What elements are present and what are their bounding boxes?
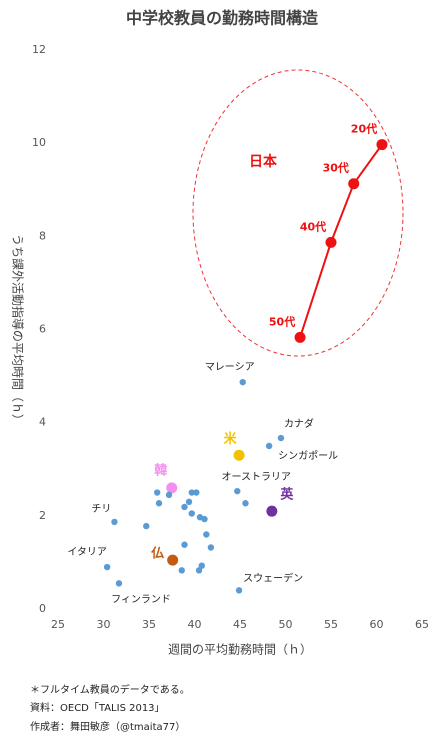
data-point xyxy=(348,178,360,190)
series-label: 米 xyxy=(224,431,238,447)
data-point xyxy=(185,498,193,506)
data-point xyxy=(188,510,195,517)
y-axis-label: うち課外活動指導の平均時間（ｈ） xyxy=(11,234,26,426)
data-point xyxy=(242,500,249,507)
data-point xyxy=(234,487,241,495)
y-tick-label: 8 xyxy=(39,229,46,242)
data-point xyxy=(115,580,123,587)
data-point xyxy=(111,518,118,526)
x-tick-label: 65 xyxy=(415,618,429,631)
data-point xyxy=(203,531,210,538)
data-point xyxy=(325,236,337,248)
data-point xyxy=(165,491,173,499)
x-tick-label: 50 xyxy=(279,618,293,631)
y-tick-label: 2 xyxy=(39,509,46,522)
x-tick-label: 25 xyxy=(51,618,65,631)
y-tick-label: 4 xyxy=(39,416,46,429)
data-point xyxy=(235,587,243,594)
note: 資料：OECD「TALIS 2013」 xyxy=(30,701,165,714)
data-point xyxy=(239,378,246,386)
y-tick-label: 12 xyxy=(32,43,46,56)
point-label: スウェーデン xyxy=(243,571,303,584)
point-label: フィンランド xyxy=(111,593,171,605)
data-point xyxy=(167,554,179,566)
data-point xyxy=(181,541,188,548)
data-point xyxy=(181,503,188,511)
data-point xyxy=(376,139,388,151)
point-label: マレーシア xyxy=(205,362,255,373)
data-point xyxy=(153,489,161,496)
x-tick-label: 30 xyxy=(97,618,111,631)
chart-title: 中学校教員の勤務時間構造 xyxy=(126,9,319,28)
note: 作成者：舞田敏彦（@tmaita77） xyxy=(30,720,185,733)
x-axis-label: 週間の平均勤務時間（ｈ） xyxy=(168,643,312,657)
data-point xyxy=(143,522,150,530)
point-label: 30代 xyxy=(323,161,349,175)
data-point xyxy=(201,515,208,523)
y-tick-label: 6 xyxy=(39,323,46,336)
data-point xyxy=(266,505,278,517)
series-label: 韓 xyxy=(154,462,167,478)
series-label: 仏 xyxy=(151,547,164,562)
data-point xyxy=(207,544,215,551)
point-label: イタリア xyxy=(67,546,107,558)
data-point xyxy=(233,449,245,461)
x-tick-label: 45 xyxy=(233,618,247,631)
x-tick-label: 60 xyxy=(370,618,384,631)
series-label: 日本 xyxy=(249,153,278,170)
series-label: 英 xyxy=(279,487,294,503)
data-point xyxy=(178,567,185,574)
data-point xyxy=(277,434,285,442)
data-point xyxy=(155,500,163,507)
data-point xyxy=(103,563,111,571)
point-label: カナダ xyxy=(284,417,314,430)
point-label: 40代 xyxy=(300,219,326,233)
x-tick-label: 55 xyxy=(324,618,338,631)
point-label: オーストラリア xyxy=(222,471,292,483)
y-tick-label: 0 xyxy=(39,602,46,615)
note: ＊フルタイム教員のデータである。 xyxy=(30,683,190,696)
data-point xyxy=(188,489,195,496)
data-point xyxy=(294,331,306,343)
data-point xyxy=(265,442,273,450)
data-point xyxy=(198,562,205,569)
y-tick-label: 10 xyxy=(32,136,46,149)
series-line xyxy=(299,143,383,338)
highlight-ellipse xyxy=(192,69,404,357)
data-point xyxy=(195,567,203,574)
data-point xyxy=(166,482,178,494)
point-label: シンガポール xyxy=(278,450,338,462)
point-label: 20代 xyxy=(351,122,377,136)
x-tick-label: 40 xyxy=(188,618,202,631)
point-label: 50代 xyxy=(269,314,295,328)
data-point xyxy=(193,489,200,496)
x-tick-label: 35 xyxy=(142,618,156,631)
point-label: チリ xyxy=(91,503,111,515)
